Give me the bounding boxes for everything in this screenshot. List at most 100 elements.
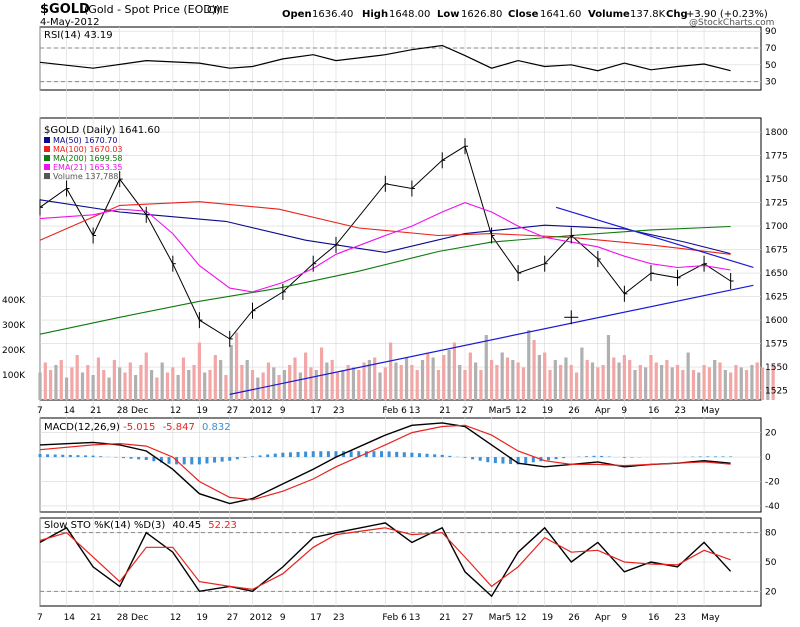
macd-histogram-bar — [584, 456, 588, 458]
x-tick-label: 27 — [462, 406, 473, 416]
rsi-tick-label: 50 — [765, 61, 777, 71]
macd-histogram-bar — [440, 454, 444, 458]
volume-bar — [691, 370, 696, 400]
trend-line — [555, 206, 754, 269]
symbol-name: (Gold - Spot Price (EOD)) — [84, 3, 220, 16]
volume-bar — [580, 347, 584, 400]
x-tick-label: 9 — [280, 613, 286, 623]
macd-histogram-bar — [729, 456, 733, 458]
volume-bar — [70, 367, 74, 400]
macd-histogram-bar — [258, 455, 262, 458]
x-tick-label: 9 — [280, 406, 286, 416]
legend-entry-ma200: MA(200) 1699.58 — [53, 154, 123, 163]
macd-histogram-bar — [311, 451, 315, 458]
volume-bar — [383, 367, 387, 400]
volume-bar — [410, 365, 414, 400]
volume-bar — [155, 377, 159, 400]
volume-bar — [505, 357, 510, 400]
x-tick-label: 21 — [439, 406, 450, 416]
price-tick-label: 1575 — [765, 340, 788, 350]
volume-bar — [750, 365, 754, 400]
macd-histogram-bar — [372, 451, 376, 458]
volume-bar — [404, 357, 409, 400]
volume-bar — [250, 370, 255, 400]
volume-bar — [713, 360, 717, 400]
volume-bar — [675, 365, 680, 400]
macd-histogram-bar — [417, 453, 421, 458]
volume-bar — [633, 370, 637, 400]
volume-tick-label: 100K — [2, 371, 26, 381]
volume-bar — [420, 360, 425, 400]
x-tick-label: 17 — [310, 406, 321, 416]
macd-histogram-bar — [706, 456, 710, 458]
x-tick-label: 26 — [568, 406, 580, 416]
volume-bar — [80, 372, 85, 400]
legend-swatch-vol — [44, 173, 50, 179]
x-tick-label: 2012 — [250, 613, 273, 623]
volume-tick-label: 200K — [2, 346, 26, 356]
volume-bar — [165, 372, 170, 400]
stochastic-tick-label: 80 — [765, 529, 777, 539]
macd-histogram-bar — [622, 457, 626, 458]
x-tick-label: 21 — [439, 613, 450, 623]
price-tick-label: 1700 — [765, 222, 788, 232]
macd-histogram-bar — [501, 457, 505, 464]
macd-histogram-bar — [121, 457, 125, 459]
volume-bar — [755, 362, 759, 400]
volume-bar — [335, 372, 340, 400]
volume-bar — [64, 377, 69, 400]
macd-histogram-bar — [296, 451, 300, 458]
price-line — [39, 145, 731, 340]
volume-bar — [654, 362, 658, 400]
macd-histogram-bar — [448, 455, 452, 458]
open-label: Open — [282, 9, 312, 20]
volume-bar — [511, 360, 515, 400]
volume-bar — [277, 375, 281, 400]
volume-bar — [229, 345, 233, 400]
macd-histogram-bar — [167, 457, 171, 464]
x-tick-label: Mar5 — [489, 613, 512, 623]
x-tick-label: Mar5 — [489, 406, 512, 416]
stochastic-k-line — [39, 522, 732, 598]
volume-bar — [543, 352, 547, 400]
volume-bar — [203, 372, 207, 400]
volume-bar — [272, 367, 276, 400]
x-tick-label: 26 — [568, 613, 580, 623]
volume-bar — [686, 352, 690, 400]
legend-entry-ma100: MA(100) 1670.03 — [53, 145, 123, 154]
macd-histogram-bar — [182, 457, 186, 465]
macd-tick-label: 0 — [765, 453, 771, 463]
volume-bar — [532, 340, 536, 400]
x-tick-label: 14 — [64, 613, 76, 623]
stochastic-tick-label: 50 — [765, 558, 777, 568]
volume-bar — [293, 357, 297, 400]
macd-histogram-bar — [349, 451, 353, 458]
volume-bar — [521, 367, 526, 400]
price-tick-label: 1725 — [765, 199, 788, 209]
x-tick-label: Feb 6 — [382, 613, 407, 623]
volume-bars — [38, 330, 775, 400]
volume-bar — [760, 367, 765, 400]
exchange: CME — [207, 5, 229, 16]
macd-histogram-bar — [84, 455, 88, 458]
volume-bar — [149, 370, 154, 400]
volume-bar — [431, 357, 435, 400]
x-tick-label: Feb 6 — [382, 406, 407, 416]
x-tick-label: 16 — [648, 613, 660, 623]
volume-bar — [357, 370, 361, 400]
macd-histogram-bar — [630, 457, 634, 458]
volume-bar — [304, 352, 308, 400]
volume-bar — [463, 370, 467, 400]
volume-bar — [224, 375, 228, 400]
x-tick-label: 23 — [675, 406, 686, 416]
volume-bar — [49, 370, 53, 400]
volume-bar — [766, 370, 770, 400]
macd-histogram-bar — [463, 457, 467, 458]
macd-histogram-bar — [721, 456, 725, 458]
legend-swatch-ma100 — [44, 146, 50, 152]
macd-histogram-bar — [478, 457, 482, 461]
x-tick-label: 21 — [90, 613, 101, 623]
x-tick-label: 2012 — [250, 406, 273, 416]
